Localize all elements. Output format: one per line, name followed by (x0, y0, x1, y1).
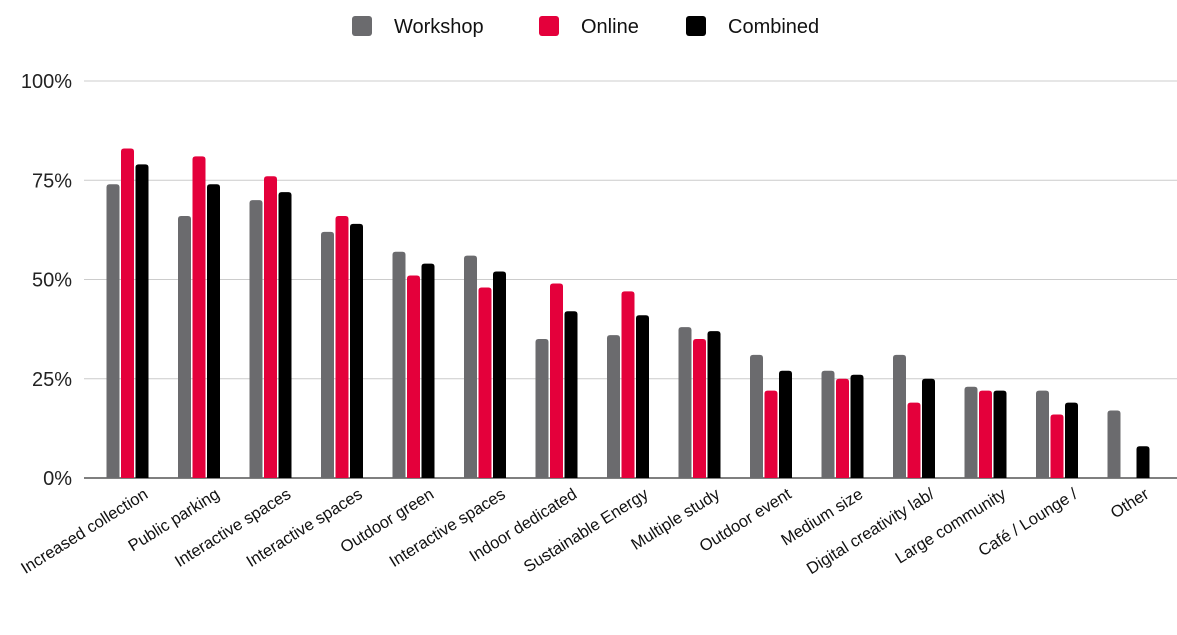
bar-online (407, 275, 420, 478)
bar-workshop (607, 335, 620, 478)
bar-combined (922, 378, 935, 478)
bar-workshop (392, 251, 406, 478)
bar-combined (135, 164, 149, 478)
bar-online (264, 176, 277, 478)
bar-combined (421, 263, 435, 478)
bar-combined (850, 374, 864, 478)
bar-workshop (178, 215, 191, 479)
bar-workshop (821, 370, 835, 478)
bar-combined (564, 311, 578, 478)
x-tick-label: Digital creativity lab/ (804, 485, 938, 578)
bar-combined (993, 390, 1007, 478)
bar-workshop (249, 200, 263, 478)
y-tick-label: 50% (32, 270, 72, 292)
bar-online (121, 148, 134, 479)
bar-online (335, 215, 349, 479)
bar-combined (1065, 402, 1078, 478)
bar-workshop (964, 386, 978, 478)
bar-combined (779, 370, 792, 478)
legend-label-combined: Combined (728, 16, 819, 38)
bar-online (550, 283, 563, 478)
bar-workshop (750, 354, 763, 478)
x-tick-label: Sustainable Energy (521, 485, 653, 576)
bar-combined (636, 315, 649, 478)
bar-combined (278, 192, 292, 478)
bar-workshop (1036, 390, 1049, 478)
bars (106, 148, 1150, 479)
x-tick-label: Other (1108, 485, 1153, 522)
bar-workshop (1107, 410, 1121, 478)
bar-online (764, 390, 778, 478)
bar-workshop (678, 327, 692, 478)
x-tick-label: Interactive spaces (172, 485, 294, 571)
y-tick-label: 25% (32, 369, 72, 391)
bar-workshop (464, 255, 477, 478)
bar-combined (493, 271, 506, 478)
y-tick-label: 0% (43, 468, 72, 490)
bar-workshop (106, 184, 120, 478)
bar-online (693, 339, 706, 478)
x-tick-label: Interactive spaces (386, 485, 508, 571)
legend-swatch-combined (686, 16, 706, 36)
bar-online (979, 390, 992, 478)
bar-combined (350, 223, 363, 478)
y-tick-label: 75% (32, 170, 72, 192)
legend-swatch-workshop (352, 16, 372, 36)
bar-online (478, 287, 492, 478)
bar-combined (207, 184, 220, 478)
legend: Workshop Online Combined (352, 16, 819, 38)
bar-workshop (535, 339, 549, 478)
bar-online (907, 402, 921, 478)
legend-label-online: Online (581, 16, 639, 38)
bar-online (621, 291, 635, 478)
x-tick-label: Interactive spaces (243, 485, 365, 571)
bar-online (836, 378, 849, 478)
bar-combined (1136, 446, 1150, 478)
bar-workshop (893, 354, 906, 478)
bar-online (1050, 414, 1064, 478)
y-axis: 0% 25% 50% 75% 100% (21, 71, 72, 490)
legend-label-workshop: Workshop (394, 16, 484, 38)
bar-workshop (321, 231, 334, 478)
bar-combined (707, 331, 721, 478)
y-tick-label: 100% (21, 71, 72, 93)
x-tick-label: Increased collection (18, 485, 151, 578)
bar-online (192, 156, 206, 478)
legend-swatch-online (539, 16, 559, 36)
